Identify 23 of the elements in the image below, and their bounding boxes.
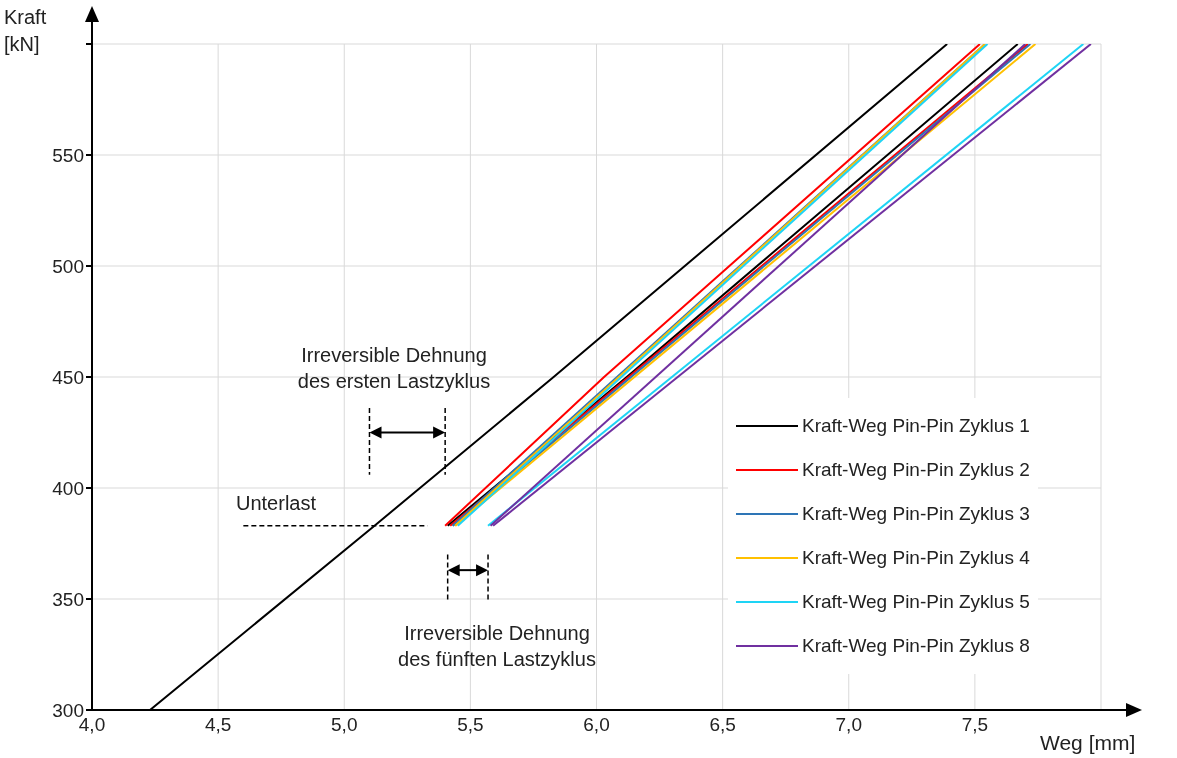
- legend-label: Kraft-Weg Pin-Pin Zyklus 1: [802, 415, 1030, 437]
- legend-label: Kraft-Weg Pin-Pin Zyklus 2: [802, 459, 1030, 481]
- y-tick-label: 350: [52, 588, 84, 610]
- x-tick-label: 7,5: [961, 714, 989, 736]
- x-tick-label: 7,0: [835, 714, 862, 736]
- annotation: Irreversible Dehnung des fünften Lastzyklus: [398, 622, 596, 670]
- x-tick-label: 5,0: [331, 714, 358, 736]
- annotation: Unterlast: [236, 492, 317, 514]
- legend-label: Kraft-Weg Pin-Pin Zyklus 3: [802, 503, 1030, 525]
- x-axis-title: Weg [mm]: [1040, 731, 1136, 754]
- x-tick-label: 4,5: [204, 714, 232, 736]
- x-tick-label: 5,5: [457, 714, 484, 736]
- y-tick-label: 400: [52, 477, 84, 499]
- legend-label: Kraft-Weg Pin-Pin Zyklus 5: [802, 591, 1030, 613]
- legend-label: Kraft-Weg Pin-Pin Zyklus 4: [802, 547, 1030, 569]
- legend-label: Kraft-Weg Pin-Pin Zyklus 8: [802, 635, 1030, 657]
- annotation: Irreversible Dehnung des ersten Lastzyklus: [297, 344, 491, 392]
- y-tick-label: 550: [52, 144, 84, 166]
- x-tick-label: 6,0: [583, 714, 610, 736]
- y-tick-label: 450: [52, 366, 84, 388]
- y-axis-title: Kraft [kN]: [4, 6, 47, 55]
- y-tick-label: 500: [52, 255, 84, 277]
- x-tick-label: 6,5: [709, 714, 736, 736]
